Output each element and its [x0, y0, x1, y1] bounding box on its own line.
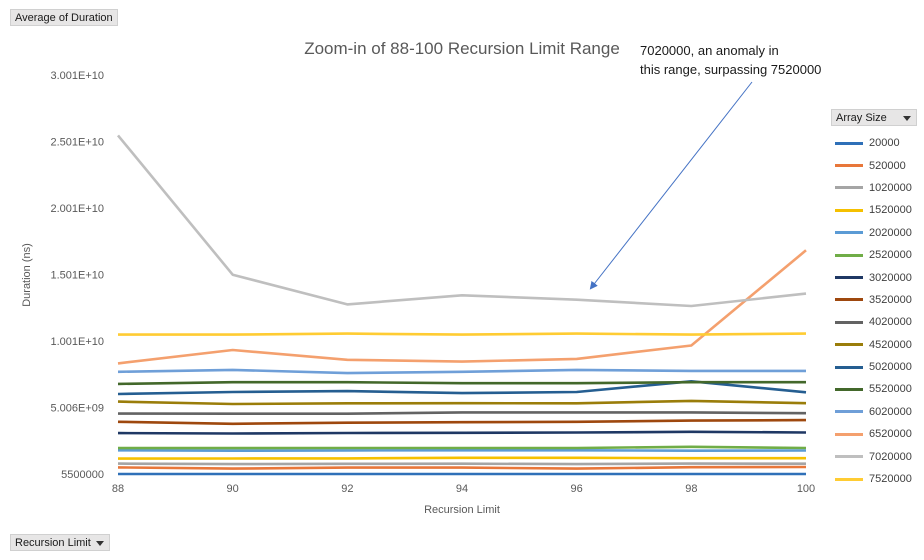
legend: Array Size 20000 520000 1020000 1520000 2020…: [831, 109, 917, 490]
chevron-down-icon[interactable]: [903, 116, 911, 121]
legend-label: 6020000: [869, 405, 912, 418]
legend-swatch: [835, 455, 863, 459]
x-tick-label: 96: [571, 483, 583, 495]
legend-label: 2020000: [869, 226, 912, 239]
y-tick-label: 5500000: [61, 469, 104, 481]
legend-swatch: [835, 253, 863, 257]
chevron-down-icon[interactable]: [95, 541, 104, 546]
legend-swatch: [835, 276, 863, 280]
annotation-line-1: 7020000, an anomaly in: [640, 43, 779, 58]
legend-swatch: [835, 231, 863, 235]
series-line-4520000: [117, 399, 807, 406]
legend-label: 5020000: [869, 361, 912, 374]
legend-label: 20000: [869, 137, 900, 150]
legend-item: 2520000: [831, 244, 917, 266]
legend-item: 20000: [831, 132, 917, 154]
legend-label: 1520000: [869, 204, 912, 217]
legend-label: 4520000: [869, 338, 912, 351]
legend-label: 3020000: [869, 271, 912, 284]
legend-label: 6520000: [869, 428, 912, 441]
legend-label: 7020000: [869, 450, 912, 463]
x-tick-label: 88: [112, 483, 124, 495]
legend-item: 4520000: [831, 334, 917, 356]
legend-swatch: [835, 432, 863, 436]
legend-item: 6520000: [831, 423, 917, 445]
series-line-2520000: [118, 445, 807, 450]
legend-swatch: [835, 164, 863, 168]
legend-item: 1020000: [831, 177, 917, 199]
series-line-520000: [117, 465, 807, 470]
legend-item: 3020000: [831, 266, 917, 288]
legend-item: 3520000: [831, 289, 917, 311]
x-tick-label: 100: [797, 483, 815, 495]
value-field-label: Average of Duration: [15, 12, 113, 24]
series-line-7020000: [116, 134, 807, 308]
legend-swatch: [835, 477, 863, 481]
y-tick-label: 3.001E+10: [50, 70, 104, 82]
legend-item: 7020000: [831, 445, 917, 467]
legend-label: 5520000: [869, 383, 912, 396]
annotation-line-2: this range, surpassing 7520000: [640, 62, 821, 77]
legend-swatch: [835, 141, 863, 145]
legend-item: 1520000: [831, 199, 917, 221]
legend-label: 520000: [869, 159, 906, 172]
series-lines: [116, 134, 807, 476]
y-axis-ticks: 5500000 5.006E+09 1.001E+10 1.501E+10 2.001E…: [50, 70, 104, 481]
legend-swatch: [835, 208, 863, 212]
legend-label: 4020000: [869, 316, 912, 329]
legend-item: 520000: [831, 154, 917, 176]
series-line-3020000: [117, 430, 807, 435]
x-axis-ticks: 88 90 92 94 96 98 100: [112, 483, 815, 495]
legend-item: 4020000: [831, 311, 917, 333]
legend-item: 5520000: [831, 378, 917, 400]
axis-field-button[interactable]: Recursion Limit: [10, 534, 110, 551]
legend-item: 6020000: [831, 401, 917, 423]
x-tick-label: 94: [456, 483, 468, 495]
legend-label: 2520000: [869, 249, 912, 262]
x-axis-title: Recursion Limit: [424, 504, 500, 516]
legend-swatch: [835, 343, 863, 347]
legend-label: 1020000: [869, 181, 912, 194]
legend-swatch: [835, 365, 863, 369]
legend-field-label: Array Size: [836, 112, 887, 124]
y-tick-label: 2.001E+10: [50, 203, 104, 215]
x-tick-label: 92: [341, 483, 353, 495]
legend-item: 7520000: [831, 468, 917, 490]
legend-swatch: [835, 298, 863, 302]
x-tick-label: 90: [227, 483, 239, 495]
series-line-5520000: [117, 380, 806, 386]
legend-swatch: [835, 320, 863, 324]
series-line-4020000: [117, 411, 807, 416]
chart-title: Zoom-in of 88-100 Recursion Limit Range: [304, 39, 620, 58]
legend-label: 7520000: [869, 473, 912, 486]
series-line-6020000: [117, 368, 806, 375]
series-line-1520000: [117, 456, 806, 460]
annotation-arrow: [589, 81, 753, 290]
y-tick-label: 1.501E+10: [50, 269, 104, 281]
series-line-6520000: [117, 249, 807, 365]
y-axis-title: Duration (ns): [21, 243, 33, 307]
legend-swatch: [835, 186, 863, 190]
x-tick-label: 98: [685, 483, 697, 495]
value-field-button[interactable]: Average of Duration: [10, 9, 118, 26]
legend-swatch: [835, 387, 863, 391]
axis-field-label: Recursion Limit: [15, 537, 91, 549]
y-tick-label: 5.006E+09: [50, 403, 104, 415]
legend-field-button[interactable]: Array Size: [831, 109, 917, 126]
legend-label: 3520000: [869, 293, 912, 306]
series-line-3520000: [117, 418, 807, 426]
legend-items: 20000 520000 1020000 1520000 2020000 2520000 3…: [831, 132, 917, 490]
legend-item: 5020000: [831, 356, 917, 378]
y-tick-label: 1.001E+10: [50, 336, 104, 348]
legend-item: 2020000: [831, 222, 917, 244]
legend-swatch: [835, 410, 863, 414]
y-tick-label: 2.501E+10: [50, 136, 104, 148]
series-line-7520000: [118, 332, 807, 336]
series-line-1020000: [117, 462, 807, 466]
